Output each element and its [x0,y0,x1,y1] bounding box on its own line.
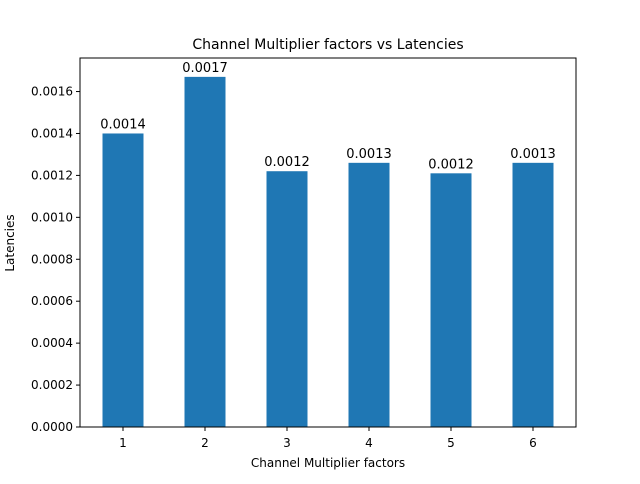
bar-3 [266,171,308,427]
y-axis-label: Latencies [3,214,17,271]
data-label-4: 0.0013 [346,147,392,162]
x-ticks-layer: 1 2 3 4 5 6 [119,427,537,450]
data-label-3: 0.0012 [264,155,310,170]
y-tick-label-2: 0.0004 [31,336,73,350]
x-tick-label-3: 3 [283,436,291,450]
bar-5 [430,173,472,427]
y-tick-label-6: 0.0012 [31,168,73,182]
x-tick-label-4: 4 [365,436,373,450]
y-tick-label-8: 0.0016 [31,85,73,99]
data-labels-layer: 0.0014 0.0017 0.0012 0.0013 0.0012 0.0013 [100,61,556,172]
bar-2 [184,76,226,427]
y-tick-label-4: 0.0008 [31,252,73,266]
data-label-6: 0.0013 [510,147,556,162]
x-tick-label-5: 5 [447,436,455,450]
y-tick-label-3: 0.0006 [31,294,73,308]
x-tick-label-2: 2 [201,436,209,450]
bar-1 [102,133,144,427]
plot-frame [79,57,577,428]
y-tick-label-7: 0.0014 [31,126,73,140]
x-axis-label: Channel Multiplier factors [251,456,405,470]
x-tick-label-6: 6 [529,436,537,450]
y-tick-label-5: 0.0010 [31,210,73,224]
y-tick-label-1: 0.0002 [31,378,73,392]
y-tick-label-0: 0.0000 [31,420,73,434]
bars-layer [102,76,554,428]
x-tick-label-1: 1 [119,436,127,450]
y-ticks-layer: 0.0000 0.0002 0.0004 0.0006 0.0008 0.0010 0.00… [31,85,80,434]
data-label-2: 0.0017 [182,61,228,76]
chart-title: Channel Multiplier factors vs Latencies [192,37,463,53]
data-label-1: 0.0014 [100,117,146,132]
bar-6 [512,162,554,428]
bar-4 [348,162,390,428]
data-label-5: 0.0012 [428,157,474,172]
